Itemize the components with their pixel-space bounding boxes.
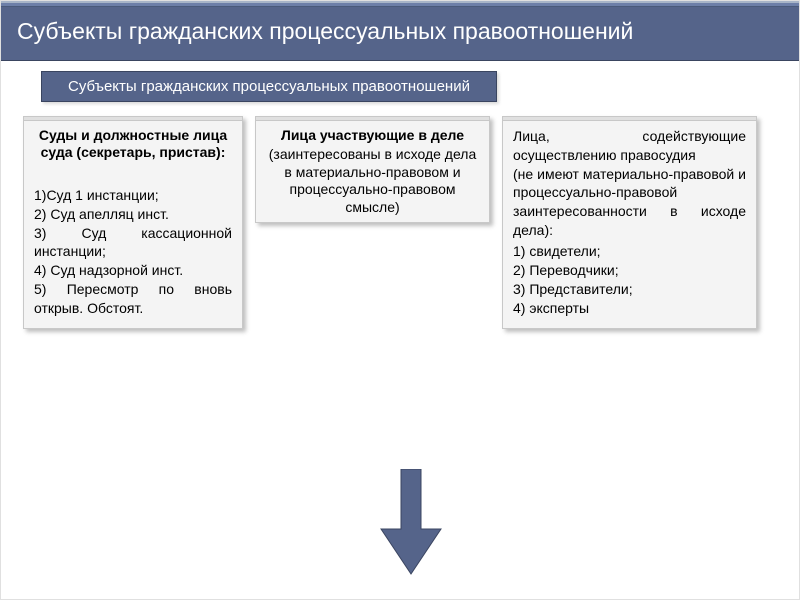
down-arrow — [371, 469, 451, 589]
column-assisting-body: 1) свидетели; 2) Переводчики; 3) Предста… — [513, 240, 746, 318]
column-parties-sub: (заинтересованы в исходе дела в материал… — [256, 146, 489, 222]
column-courts-head: Суды и должностные лица суда (секретарь,… — [24, 121, 242, 164]
column-parties: Лица участвующие в деле (заинтересованы … — [255, 116, 490, 224]
subtitle-box: Субъекты гражданских процессуальных прав… — [41, 71, 497, 102]
column-courts-body: 1)Суд 1 инстанции; 2) Суд апелляц инст. … — [24, 164, 242, 328]
column-assisting-head: Лица, содействующие осуществлению правос… — [513, 128, 746, 163]
column-courts: Суды и должностные лица суда (секретарь,… — [23, 116, 243, 329]
columns-row: Суды и должностные лица суда (секретарь,… — [1, 102, 799, 329]
column-parties-head: Лица участвующие в деле — [256, 121, 489, 147]
slide-title: Субъекты гражданских процессуальных прав… — [1, 7, 799, 61]
column-assisting-sub: (не имеют материально-правовой и процесс… — [513, 166, 746, 239]
column-assisting: Лица, содействующие осуществлению правос… — [502, 116, 757, 329]
subtitle-container: Субъекты гражданских процессуальных прав… — [1, 61, 799, 102]
